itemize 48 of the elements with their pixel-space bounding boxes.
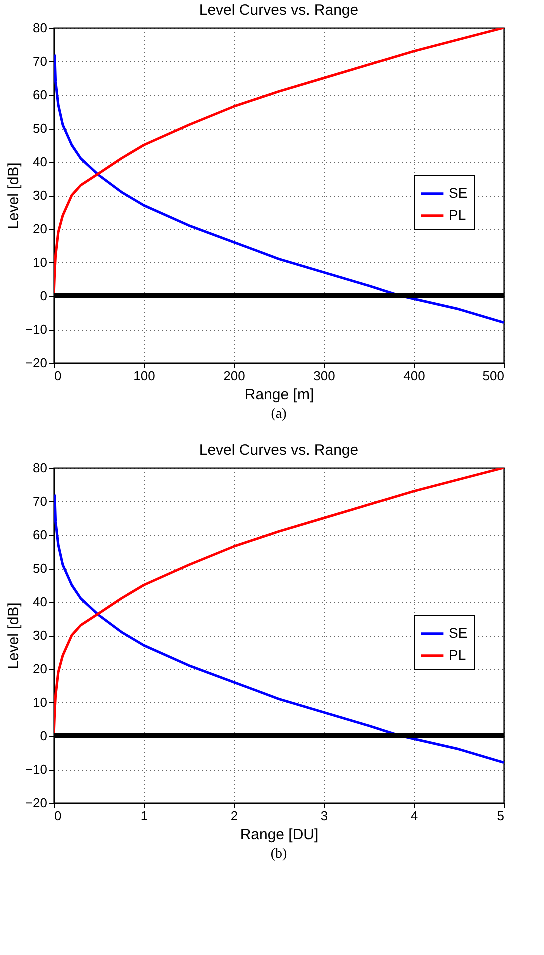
legend-label: SE (449, 624, 468, 641)
x-tick-label: 1 (140, 808, 148, 824)
legend-label: SE (449, 184, 468, 201)
y-axis-title: Level [dB] (5, 162, 22, 230)
chart-title: Level Curves vs. Range (199, 442, 359, 459)
x-tick-label: 200 (224, 368, 246, 384)
y-tick-label: 60 (33, 88, 48, 102)
y-tick-label: 0 (40, 728, 48, 744)
y-tick-label: 10 (33, 255, 48, 270)
y-tick-label: 80 (33, 20, 48, 36)
y-tick-label: 20 (33, 662, 48, 676)
y-tick-label: 30 (33, 188, 48, 203)
legend-label: PL (449, 646, 466, 663)
y-tick-label: 0 (40, 288, 48, 304)
y-tick-label: 70 (33, 54, 48, 69)
y-tick-label: 50 (33, 121, 48, 136)
x-tick-label: 3 (320, 808, 328, 824)
x-tick-label: 0 (54, 808, 62, 824)
legend-label: PL (449, 206, 466, 223)
x-tick-label: 500 (482, 368, 504, 384)
y-axis-title: Level [dB] (5, 602, 22, 670)
y-tick-label: 20 (33, 222, 48, 236)
y-tick-label: 40 (33, 594, 48, 610)
x-tick-label: 400 (404, 368, 426, 384)
y-tick-label: 70 (33, 494, 48, 509)
x-axis-title: Range [DU] (240, 826, 319, 844)
x-tick-label: 5 (497, 808, 504, 824)
x-tick-label: 300 (314, 368, 336, 384)
y-tick-label: 40 (33, 154, 48, 170)
text: (b) (270, 847, 288, 862)
y-tick-label: 30 (33, 628, 48, 643)
line-series (54, 494, 504, 764)
x-tick-label: 4 (410, 808, 418, 824)
y-tick-label: −10 (25, 762, 48, 777)
line-series (54, 54, 504, 324)
x-tick-label: 100 (134, 368, 156, 384)
y-tick-label: −10 (25, 322, 48, 337)
y-tick-label: −20 (25, 356, 48, 370)
y-tick-label: 50 (33, 561, 48, 576)
y-tick-label: 10 (33, 695, 48, 710)
x-tick-label: 0 (54, 368, 62, 384)
chart-title: Level Curves vs. Range (199, 2, 359, 19)
y-tick-label: 60 (33, 528, 48, 542)
text: (a) (271, 407, 288, 422)
x-tick-label: 2 (230, 808, 238, 824)
y-tick-label: −20 (25, 796, 48, 810)
x-axis-title: Range [m] (244, 386, 314, 404)
y-tick-label: 80 (33, 460, 48, 476)
